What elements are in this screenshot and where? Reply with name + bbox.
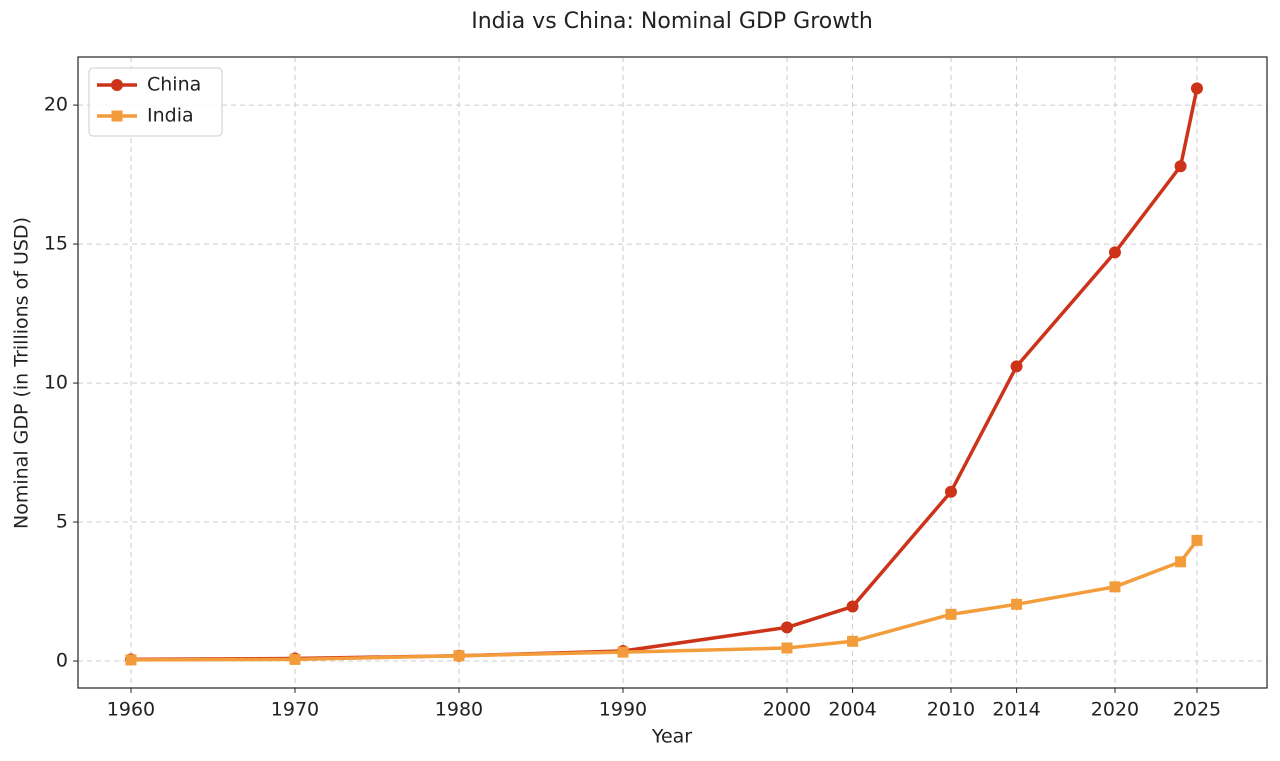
data-point <box>780 621 793 634</box>
data-point <box>1010 360 1023 373</box>
legend-marker <box>111 110 123 122</box>
data-point <box>846 600 859 613</box>
data-point <box>289 653 301 665</box>
x-tick-label: 1980 <box>435 699 483 721</box>
data-point <box>1011 598 1023 610</box>
legend-marker <box>111 79 123 91</box>
series-line <box>130 88 1199 662</box>
legend-label: China <box>147 74 201 96</box>
legend-label: India <box>147 105 194 127</box>
series-line <box>130 539 1199 662</box>
y-tick-label: 10 <box>44 372 68 394</box>
x-axis-label: Year <box>651 726 692 748</box>
x-tick-label: 2000 <box>763 699 811 721</box>
data-point <box>1175 556 1187 568</box>
x-tick-label: 1960 <box>107 699 155 721</box>
data-point <box>944 485 957 498</box>
x-tick-label: 1990 <box>599 699 647 721</box>
data-point <box>1109 581 1121 593</box>
y-tick-label: 0 <box>56 650 68 672</box>
x-tick-label: 2020 <box>1091 699 1139 721</box>
x-tick-label: 2025 <box>1173 699 1221 721</box>
chart-title: India vs China: Nominal GDP Growth <box>471 9 873 34</box>
data-point <box>453 650 465 662</box>
data-point <box>847 635 859 647</box>
data-point <box>781 642 793 654</box>
y-tick-label: 5 <box>56 511 68 533</box>
data-point <box>125 654 137 666</box>
y-axis-label: Nominal GDP (in Trillions of USD) <box>11 217 33 529</box>
data-point <box>945 608 957 620</box>
data-point <box>617 646 629 658</box>
y-tick-label: 15 <box>44 233 68 255</box>
data-point <box>1108 246 1121 259</box>
plot-frame <box>77 56 1268 689</box>
x-tick-label: 1970 <box>271 699 319 721</box>
x-tick-label: 2010 <box>927 699 975 721</box>
data-point <box>1190 82 1203 95</box>
x-tick-label: 2014 <box>992 699 1040 721</box>
data-point <box>1174 160 1187 173</box>
y-tick-label: 20 <box>44 94 68 116</box>
x-tick-label: 2004 <box>828 699 876 721</box>
data-point <box>1191 534 1203 546</box>
